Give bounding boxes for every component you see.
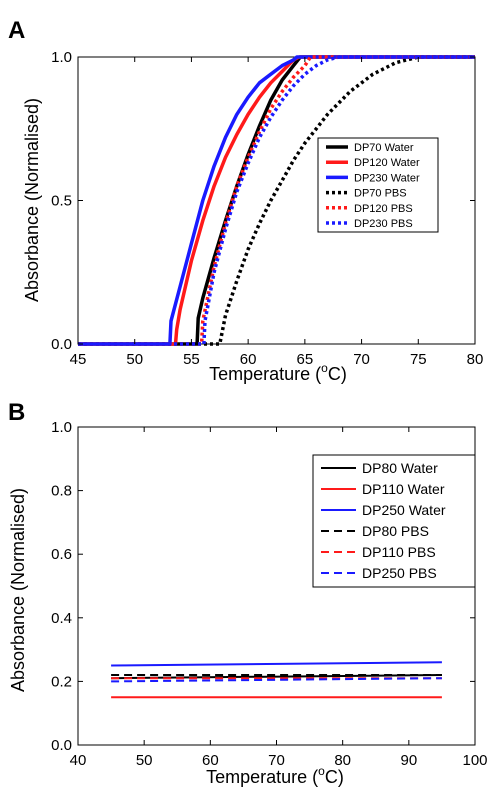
x-tick-label: 60 [240,351,257,368]
x-tick-label: 45 [70,351,87,368]
x-tick-label: 75 [410,351,427,368]
y-tick-label: 0.0 [51,737,72,754]
y-tick-label: 1.0 [51,419,72,436]
legend-box [317,137,439,233]
series-line-dp80-water [111,674,442,680]
x-tick-label: 55 [183,351,200,368]
legend-box [312,454,476,588]
legend-label: DP80 Water [362,460,438,476]
x-tick-label: 65 [297,351,314,368]
legend-label: DP250 Water [362,502,446,518]
series-line-dp250-water [111,661,442,667]
panel-a-letter: A [8,17,25,44]
panel-b-ticks: 40 50 60 70 80 90 100 0.0 0.2 0.4 0.6 0.8 1.0 [51,419,487,769]
panel-b-x-axis-label: Temperature (oC) [206,764,344,787]
x-tick-label: 60 [202,752,219,769]
panel-b-legend: DP80 Water DP110 Water DP250 Water DP80 PBS… [312,454,476,588]
y-tick-label: 0.2 [51,673,72,690]
panel-a: A 45 50 55 60 65 70 75 80 0.0 0.5 1.0 Temperature … [8,17,483,384]
x-tick-label: 100 [462,752,487,769]
legend-label: DP70 Water [354,142,414,154]
legend-label: DP80 PBS [362,523,429,539]
panel-b: B 40 50 60 70 80 90 100 0.0 0.2 0.4 0.6 0.8 1.0 Temp… [8,399,488,787]
panel-a-legend: DP70 Water DP120 Water DP230 Water DP70 PBS… [317,137,439,233]
legend-label: DP110 PBS [362,544,436,560]
series-line-dp230-water [78,55,475,346]
legend-label: DP70 PBS [354,188,407,200]
panel-b-y-axis-label: Absorbance (Normalised) [8,488,28,692]
x-tick-label: 80 [334,752,351,769]
x-tick-label: 90 [400,752,417,769]
series-line-dp250-pbs [111,677,442,683]
y-tick-label: 0.5 [51,193,72,210]
y-tick-label: 0.0 [51,336,72,353]
legend-label: DP120 Water [354,157,420,169]
panel-a-series [78,55,475,346]
y-tick-label: 0.8 [51,483,72,500]
x-tick-label: 70 [353,351,370,368]
y-tick-label: 1.0 [51,49,72,66]
panel-b-letter: B [8,399,25,426]
panel-a-x-axis-label: Temperature (oC) [209,361,347,384]
legend-label: DP250 PBS [362,565,437,581]
legend-label: DP120 PBS [354,203,413,215]
series-line-dp120-water [78,55,475,346]
series-line-dp230-pbs [78,55,475,346]
x-tick-label: 70 [268,752,285,769]
panel-a-y-axis-label: Absorbance (Normalised) [22,98,42,302]
panel-b-series [111,661,442,699]
y-tick-label: 0.4 [51,610,72,627]
y-tick-label: 0.6 [51,546,72,563]
x-tick-label: 50 [136,752,153,769]
panel-a-ticks: 45 50 55 60 65 70 75 80 0.0 0.5 1.0 [51,49,483,368]
x-tick-label: 40 [70,752,87,769]
x-tick-label: 50 [126,351,143,368]
legend-label: DP230 PBS [354,218,413,230]
series-line-dp70-pbs [78,55,475,346]
x-tick-label: 80 [467,351,484,368]
legend-label: DP230 Water [354,172,420,184]
legend-label: DP110 Water [362,481,445,497]
series-line-dp120-pbs [78,55,475,346]
